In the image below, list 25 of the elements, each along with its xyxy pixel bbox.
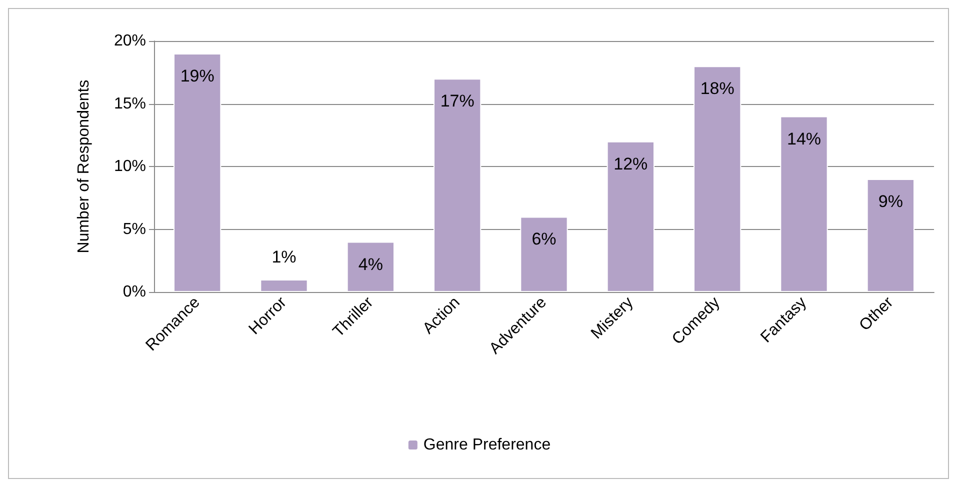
bar <box>520 216 568 292</box>
y-tick-label: 15% <box>114 95 146 112</box>
bar <box>606 141 654 292</box>
data-label: 19% <box>180 66 214 86</box>
y-tick-label: 5% <box>122 220 146 238</box>
legend-label: Genre Preference <box>423 436 551 454</box>
data-label: 1% <box>272 247 296 266</box>
bar <box>260 279 308 292</box>
bar <box>694 66 742 292</box>
data-label: 9% <box>878 192 903 212</box>
data-label: 14% <box>786 129 822 148</box>
bar <box>346 242 394 292</box>
bar <box>174 54 222 292</box>
bar <box>434 78 482 292</box>
y-tick-label: 10% <box>114 158 146 175</box>
y-tick-label: 20% <box>114 32 146 50</box>
y-tick-label: 0% <box>122 284 146 300</box>
y-axis-title: Number of Respondents <box>76 80 92 254</box>
data-label: 17% <box>440 92 474 111</box>
bar <box>866 179 914 292</box>
data-label: 18% <box>700 79 734 98</box>
data-label: 12% <box>614 154 648 174</box>
data-label: 4% <box>358 254 383 274</box>
data-label: 6% <box>532 230 556 249</box>
bar <box>780 116 828 292</box>
